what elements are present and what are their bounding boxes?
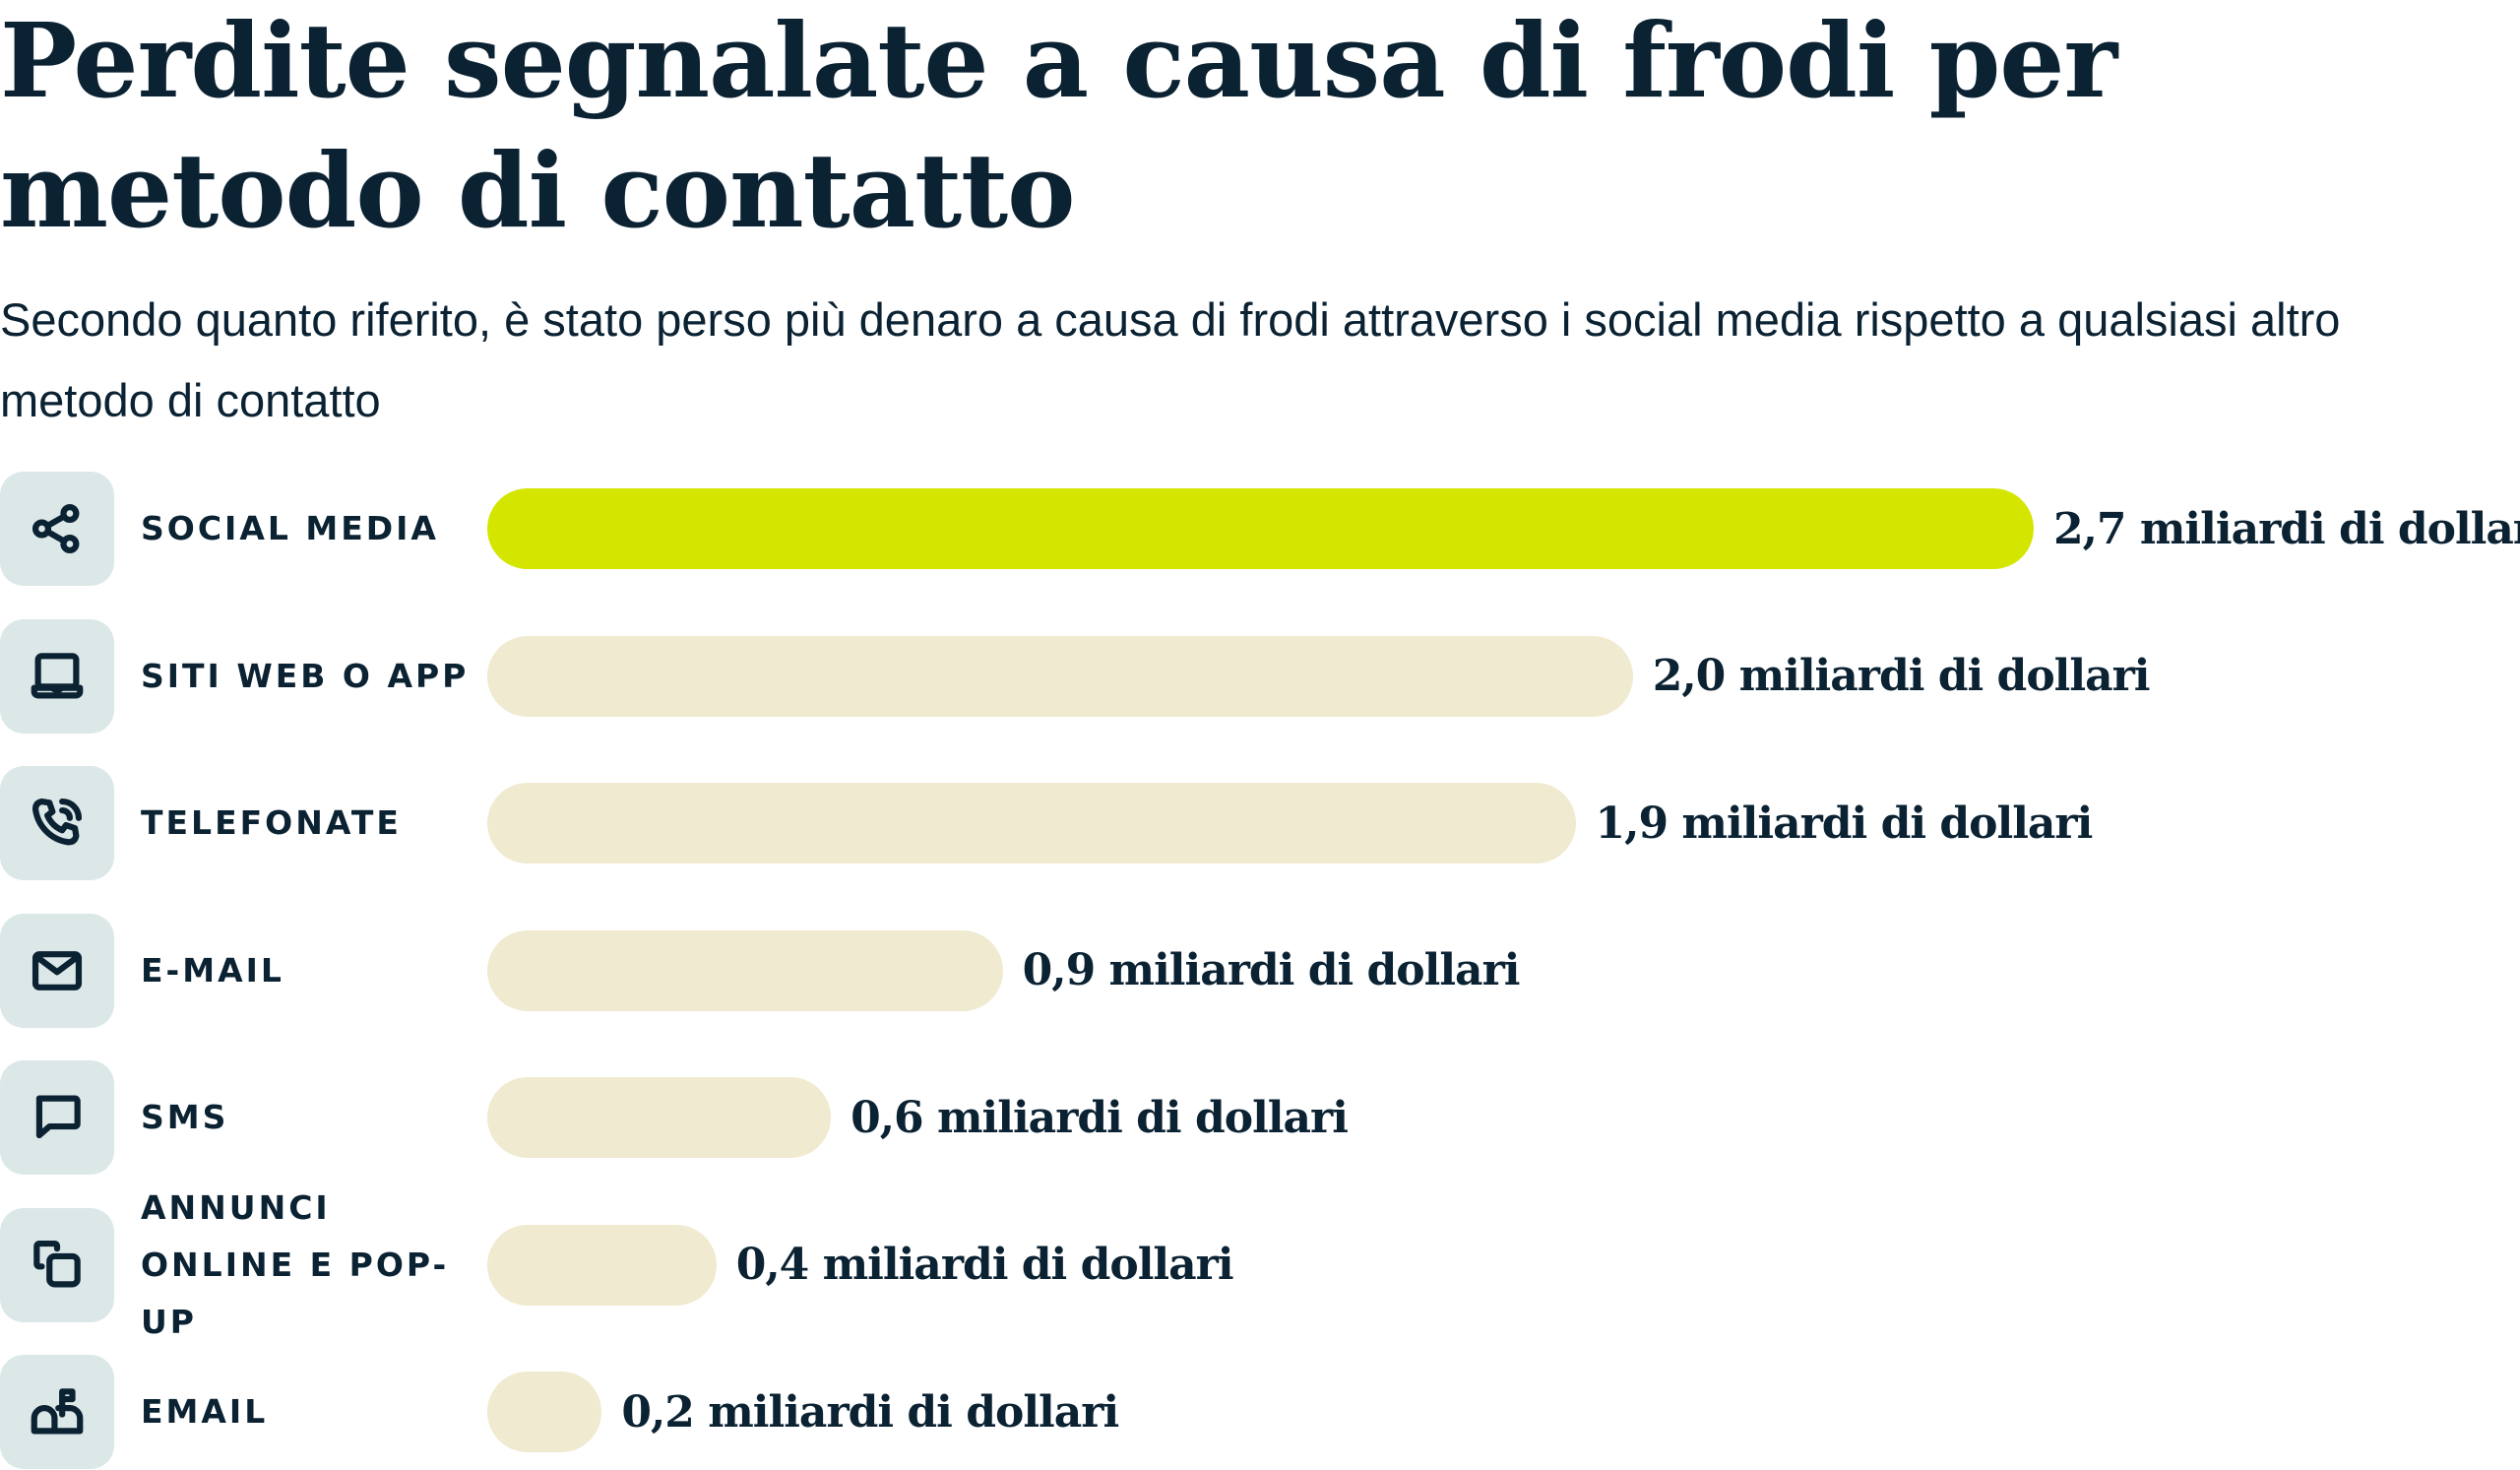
- category-label: SMS: [141, 1098, 229, 1136]
- bar: [487, 1077, 832, 1158]
- bar: [487, 488, 2034, 569]
- chart-title: Perdite segnalate a causa di frodi per m…: [0, 0, 2117, 251]
- chart-row: SITI WEB O APP 2,0 miliardi di dollari: [0, 618, 2520, 734]
- category-label: SOCIAL MEDIA: [141, 509, 439, 547]
- chart-row: SOCIAL MEDIA 2,7 miliardi di dollari: [0, 472, 2520, 586]
- chart-subtitle: Secondo quanto riferito, è stato perso p…: [0, 293, 2341, 426]
- chart-row: TELEFONATE 1,9 miliardi di dollari: [0, 766, 2520, 880]
- chart-row: ANNUNCI ONLINE E POP-UP 0,4 miliardi di d…: [0, 1187, 2520, 1341]
- bar: [487, 1224, 717, 1306]
- category-label: SITI WEB O APP: [141, 656, 470, 695]
- bar: [487, 783, 1576, 863]
- bar: [487, 929, 1003, 1011]
- popup-windows-icon: [0, 1207, 114, 1322]
- mailbox-icon: [0, 1355, 114, 1469]
- chat-bubble-icon: [0, 1060, 114, 1175]
- category-label: TELEFONATE: [141, 803, 402, 842]
- data-label: 2,0 miliardi di dollari: [1652, 651, 2151, 701]
- data-label: 0,4 miliardi di dollari: [735, 1240, 1234, 1290]
- chart-row: E-MAIL 0,9 miliardi di dollari: [0, 913, 2520, 1028]
- chart-row: EMAIL 0,2 miliardi di dollari: [0, 1355, 2520, 1469]
- phone-icon: [0, 766, 114, 880]
- data-label: 1,9 miliardi di dollari: [1595, 798, 2094, 849]
- bar: [487, 635, 1633, 717]
- bar: [487, 1372, 602, 1452]
- data-label: 0,2 miliardi di dollari: [621, 1386, 1119, 1438]
- data-label: 0,9 miliardi di dollari: [1022, 945, 1521, 995]
- laptop-icon: [0, 618, 114, 734]
- share-icon: [0, 472, 114, 586]
- envelope-icon: [0, 913, 114, 1028]
- data-label: 0,6 miliardi di dollari: [850, 1092, 1349, 1143]
- category-label: EMAIL: [141, 1392, 269, 1431]
- category-label: E-MAIL: [141, 950, 284, 990]
- data-label: 2,7 miliardi di dollari: [2053, 503, 2520, 554]
- category-label: ANNUNCI ONLINE E POP-UP: [141, 1187, 450, 1341]
- chart-row: SMS 0,6 miliardi di dollari: [0, 1060, 2520, 1175]
